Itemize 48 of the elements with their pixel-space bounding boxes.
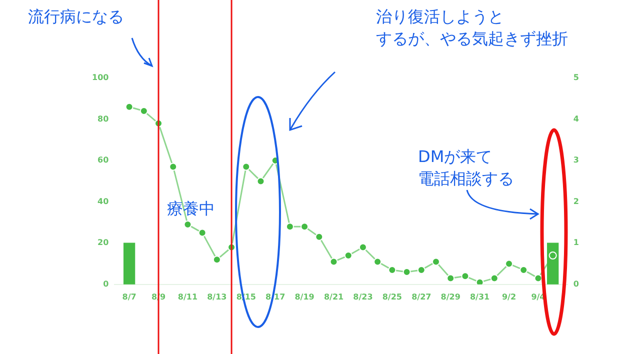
x-tick-label: 8/19 [294, 292, 315, 302]
point [256, 177, 265, 186]
text: 治り復活しようとするが、やる気起きず挫折 [376, 6, 568, 50]
y-tick-label: 60 [98, 156, 110, 165]
y2-tick-label: 0 [573, 279, 580, 288]
annotation: DMが来て電話相談する [418, 146, 514, 190]
x-tick-label: 8/31 [470, 292, 490, 302]
x-tick-label: 8/13 [207, 292, 227, 302]
x-tick-label: 9/2 [502, 292, 516, 302]
point [358, 243, 367, 252]
x-tick-label: 8/7 [122, 292, 136, 302]
annotation: 療養中 [167, 198, 215, 220]
y-tick-label: 40 [98, 196, 110, 206]
point [548, 252, 557, 260]
text: 流行病になる [28, 6, 124, 28]
point [446, 274, 455, 282]
point [286, 222, 294, 231]
y-tick-label: 20 [98, 238, 110, 248]
point [461, 272, 470, 280]
point [490, 274, 498, 282]
y2-tick-label: 4 [573, 114, 580, 124]
y2-tick-label: 3 [573, 156, 580, 165]
x-tick-label: 8/23 [353, 292, 373, 302]
point [198, 228, 206, 237]
y2-tick-label: 5 [573, 73, 580, 82]
point [315, 232, 324, 241]
point [330, 258, 338, 266]
point [300, 222, 309, 231]
x-tick-label: 8/29 [440, 292, 461, 302]
y-tick-label: 80 [98, 114, 110, 124]
x-tick-label: 8/25 [382, 292, 402, 302]
point [140, 107, 148, 116]
point [212, 256, 221, 264]
y-tick-label: 0 [103, 279, 110, 288]
point [125, 102, 134, 111]
point [432, 258, 440, 266]
y2-tick-label: 2 [573, 196, 580, 206]
point [169, 162, 178, 171]
x-tick-label: 8/21 [324, 292, 344, 302]
y2-tick-label: 1 [573, 238, 580, 248]
point [505, 260, 514, 268]
y-tick-label: 100 [92, 73, 110, 82]
point [242, 162, 250, 171]
x-tick-label: 8/11 [178, 292, 198, 302]
point [374, 258, 382, 266]
point [476, 278, 484, 284]
point [534, 274, 542, 282]
x-tick-label: 8/27 [412, 292, 432, 302]
